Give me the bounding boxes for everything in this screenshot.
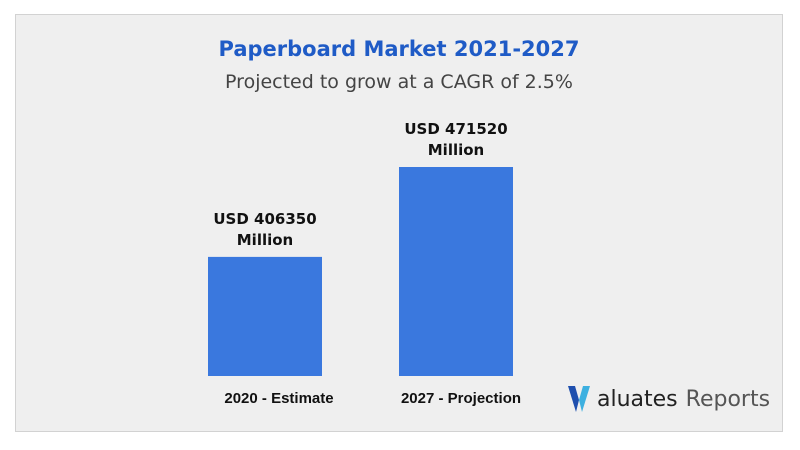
chart-subtitle: Projected to grow at a CAGR of 2.5% xyxy=(225,71,573,93)
bar-chart: USD 406350 Million 2020 - Estimate USD 4715… xyxy=(208,120,521,407)
bar-2 xyxy=(399,167,513,376)
data-label-2-line-2: Million xyxy=(428,141,484,159)
bar-1 xyxy=(208,256,322,376)
valuates-v-logo-icon xyxy=(568,386,590,412)
data-label-1-line-1: USD 406350 xyxy=(213,210,316,228)
logo-text-reports: Reports xyxy=(685,386,771,412)
valuates-reports-logo: aluates Reports xyxy=(568,381,770,417)
chart-card: Paperboard Market 2021-2027 Projected to… xyxy=(15,14,783,432)
category-label-1: 2020 - Estimate xyxy=(224,390,333,407)
data-label-2-line-1: USD 471520 xyxy=(404,120,507,138)
category-label-2: 2027 - Projection xyxy=(401,390,521,407)
chart-title: Paperboard Market 2021-2027 xyxy=(218,37,580,61)
logo-text-valuates: aluates xyxy=(597,386,678,412)
data-label-1-line-2: Million xyxy=(237,231,293,249)
